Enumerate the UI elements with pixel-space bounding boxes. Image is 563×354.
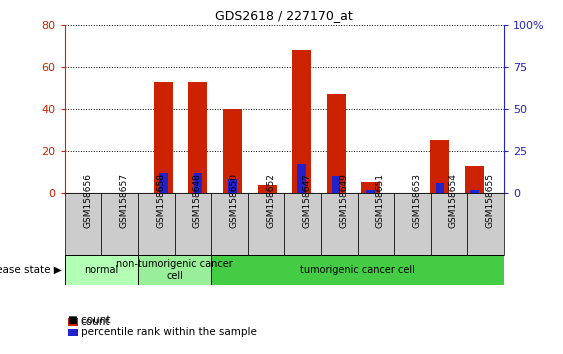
Text: GSM158650: GSM158650 (230, 173, 238, 228)
Bar (228, 179, 237, 193)
Bar (65, 255, 138, 285)
Text: ■ count: ■ count (68, 315, 110, 325)
Bar (284, 193, 321, 255)
Text: disease state ▶: disease state ▶ (0, 265, 62, 275)
Text: GSM158655: GSM158655 (485, 173, 494, 228)
Text: GSM158657: GSM158657 (120, 173, 128, 228)
Bar (436, 183, 444, 193)
Bar (361, 182, 380, 193)
Bar (175, 193, 211, 255)
Bar (332, 176, 341, 193)
Bar (292, 50, 311, 193)
Bar (297, 164, 306, 193)
Bar (159, 173, 168, 193)
Bar (321, 193, 358, 255)
Text: GSM158656: GSM158656 (83, 173, 92, 228)
Text: tumorigenic cancer cell: tumorigenic cancer cell (300, 265, 415, 275)
Text: percentile rank within the sample: percentile rank within the sample (81, 327, 256, 337)
Text: count: count (81, 317, 110, 327)
Bar (465, 166, 484, 193)
Bar (394, 193, 431, 255)
Bar (138, 255, 211, 285)
Bar (65, 193, 101, 255)
Bar (248, 193, 284, 255)
Bar (367, 190, 375, 193)
Bar (470, 190, 479, 193)
Bar (358, 193, 394, 255)
Bar (257, 184, 276, 193)
Text: GSM158651: GSM158651 (376, 173, 385, 228)
Bar (430, 141, 449, 193)
Bar (223, 109, 242, 193)
Bar (431, 193, 467, 255)
Bar (211, 255, 504, 285)
Text: non-tumorigenic cancer
cell: non-tumorigenic cancer cell (116, 259, 233, 281)
Bar (101, 193, 138, 255)
Text: GSM158653: GSM158653 (412, 173, 421, 228)
Bar (467, 193, 504, 255)
Bar (327, 94, 346, 193)
Bar (189, 81, 207, 193)
Bar (211, 193, 248, 255)
Bar (154, 81, 173, 193)
Text: normal: normal (84, 265, 118, 275)
Text: GSM158647: GSM158647 (303, 173, 311, 228)
Text: GSM158649: GSM158649 (339, 173, 348, 228)
Bar (194, 173, 202, 193)
Text: GSM158654: GSM158654 (449, 173, 458, 228)
Bar (138, 193, 175, 255)
Text: GSM158658: GSM158658 (157, 173, 165, 228)
Text: GSM158648: GSM158648 (193, 173, 202, 228)
Title: GDS2618 / 227170_at: GDS2618 / 227170_at (216, 9, 353, 22)
Text: GSM158652: GSM158652 (266, 173, 275, 228)
